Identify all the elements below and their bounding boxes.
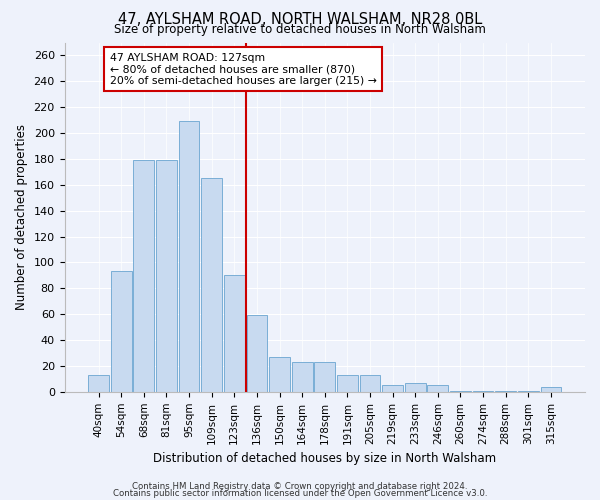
Bar — [88, 375, 109, 392]
Bar — [314, 362, 335, 392]
Bar — [224, 276, 245, 392]
Bar — [247, 316, 268, 392]
Text: Size of property relative to detached houses in North Walsham: Size of property relative to detached ho… — [114, 22, 486, 36]
X-axis label: Distribution of detached houses by size in North Walsham: Distribution of detached houses by size … — [153, 452, 496, 465]
Bar — [473, 390, 493, 392]
Y-axis label: Number of detached properties: Number of detached properties — [15, 124, 28, 310]
Bar — [518, 390, 539, 392]
Bar — [337, 375, 358, 392]
Bar — [450, 390, 471, 392]
Bar — [541, 386, 562, 392]
Bar — [156, 160, 177, 392]
Bar — [495, 390, 516, 392]
Text: 47, AYLSHAM ROAD, NORTH WALSHAM, NR28 0BL: 47, AYLSHAM ROAD, NORTH WALSHAM, NR28 0B… — [118, 12, 482, 28]
Bar — [427, 386, 448, 392]
Bar — [269, 357, 290, 392]
Bar — [179, 122, 199, 392]
Bar — [133, 160, 154, 392]
Text: 47 AYLSHAM ROAD: 127sqm
← 80% of detached houses are smaller (870)
20% of semi-d: 47 AYLSHAM ROAD: 127sqm ← 80% of detache… — [110, 53, 377, 86]
Text: Contains HM Land Registry data © Crown copyright and database right 2024.: Contains HM Land Registry data © Crown c… — [132, 482, 468, 491]
Bar — [111, 272, 131, 392]
Bar — [359, 375, 380, 392]
Bar — [292, 362, 313, 392]
Bar — [382, 386, 403, 392]
Bar — [405, 383, 425, 392]
Bar — [201, 178, 222, 392]
Text: Contains public sector information licensed under the Open Government Licence v3: Contains public sector information licen… — [113, 489, 487, 498]
